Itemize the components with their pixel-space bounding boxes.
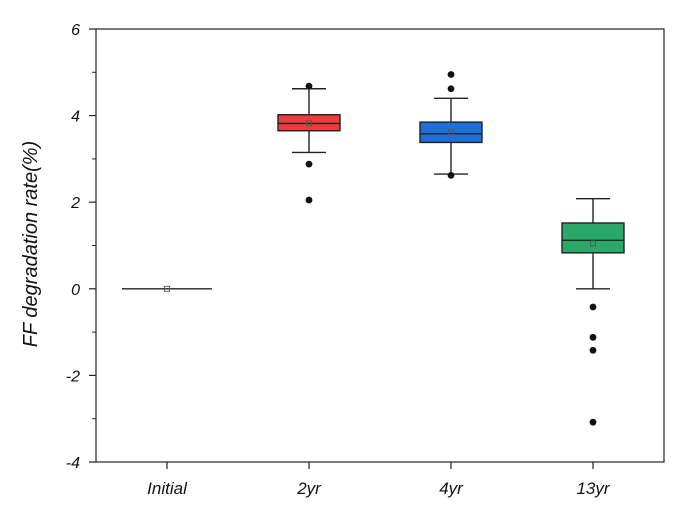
box-iqr bbox=[419, 121, 483, 144]
outlier-point bbox=[305, 196, 313, 204]
outlier-point bbox=[589, 346, 597, 354]
mean-marker bbox=[306, 120, 312, 127]
box-iqr bbox=[561, 222, 625, 254]
x-tick-label: Initial bbox=[147, 479, 188, 498]
y-axis-label: FF degradation rate(%) bbox=[20, 141, 42, 347]
outlier-point bbox=[305, 82, 313, 90]
outlier-point bbox=[447, 71, 455, 78]
mean-marker bbox=[448, 129, 454, 136]
y-tick-label: 6 bbox=[71, 22, 80, 39]
x-tick-label: 4yr bbox=[439, 479, 464, 498]
outlier-point bbox=[589, 418, 597, 426]
y-tick-label: 2 bbox=[70, 195, 80, 212]
y-tick-label: -2 bbox=[66, 368, 80, 385]
x-tick-label: 2yr bbox=[296, 479, 322, 498]
outlier-point bbox=[589, 333, 597, 341]
outlier-point bbox=[447, 85, 455, 93]
outlier-point bbox=[589, 303, 597, 311]
plot-layer: -4 -2 0 2 4 6 Initial 2yr 4yr 13yr bbox=[66, 22, 665, 498]
y-tick-label: 0 bbox=[71, 282, 80, 299]
x-tick-label: 13yr bbox=[576, 479, 610, 498]
y-tick-label: -4 bbox=[66, 455, 80, 472]
y-tick-label: 4 bbox=[71, 109, 80, 126]
mean-marker bbox=[164, 285, 170, 292]
mean-marker bbox=[590, 240, 596, 247]
outlier-point bbox=[447, 171, 455, 179]
outlier-point bbox=[305, 160, 313, 168]
